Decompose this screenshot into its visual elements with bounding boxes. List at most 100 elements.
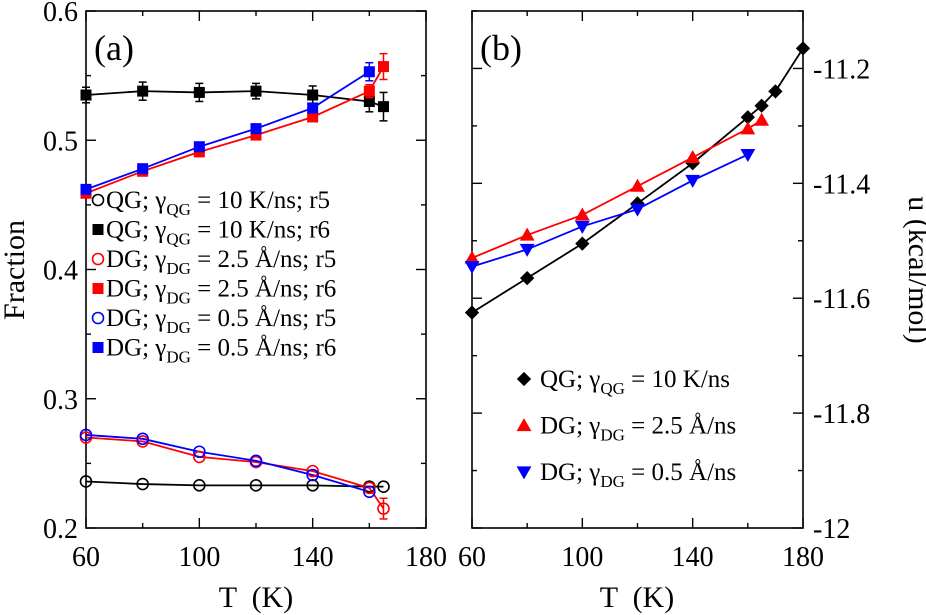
y-tick-label: 0.2	[43, 514, 78, 545]
data-point	[377, 480, 390, 493]
legend-marker	[92, 283, 104, 294]
x-tick-label: 60	[458, 542, 486, 573]
legend-label: QG; γQG = 10 K/ns	[540, 366, 730, 398]
data-point	[378, 61, 389, 73]
data-point	[464, 261, 480, 275]
series-line	[85, 434, 370, 493]
panel-a-marks	[79, 52, 390, 520]
data-point	[250, 129, 262, 141]
legend-text: DG; γ	[106, 305, 166, 332]
y-tick-label: -11.8	[813, 399, 870, 430]
y-tick-label: -11.2	[813, 54, 870, 85]
x-tick-label: 60	[72, 542, 100, 573]
panel-b-frame	[471, 10, 804, 529]
legend-text: DG; γ	[540, 413, 600, 440]
data-point	[630, 203, 645, 217]
panel-b-marks	[464, 41, 811, 320]
data-point	[740, 110, 755, 125]
y-tick-label: 0.3	[43, 385, 78, 416]
legend-label: DG; γDG = 0.5 Å/ns; r5	[106, 305, 336, 337]
panel-b-ylabel: u (kcal/mol)	[902, 196, 926, 343]
series-line	[85, 436, 385, 510]
legend-marker	[516, 371, 532, 387]
data-point	[79, 428, 93, 442]
data-point	[306, 468, 319, 482]
data-point	[754, 98, 769, 113]
legend-subscript: QG	[600, 379, 625, 398]
data-point	[377, 502, 390, 515]
series-line	[85, 70, 370, 191]
data-point	[685, 150, 701, 164]
panel-b-label: (b)	[480, 28, 522, 68]
legend-text: QG; γ	[540, 366, 600, 393]
legend-text: = 0.5 Å/ns; r6	[191, 335, 336, 362]
legend-marker	[91, 311, 105, 325]
y-tick-label: 0.6	[43, 0, 78, 28]
legend-label: QG; γQG = 10 K/ns; r5	[106, 187, 330, 219]
legend-label: QG; γQG = 10 K/ns; r6	[106, 217, 330, 249]
y-tick-label: 0.5	[43, 126, 78, 157]
data-point	[249, 479, 263, 492]
panel-a-xlabel: T (K)	[219, 581, 293, 614]
legend-label: DG; γDG = 2.5 Å/ns	[540, 413, 736, 445]
panel-b: (b) T (K) u (kcal/mol) 60 100 140 180-12 -11…	[458, 10, 926, 614]
y-tick-label: -11.6	[813, 284, 870, 315]
data-point	[250, 85, 262, 97]
y-tick-label: -12	[813, 514, 850, 545]
data-point	[740, 149, 756, 163]
legend-subscript: DG	[600, 426, 625, 445]
data-point	[363, 85, 375, 97]
y-tick-label: 0.4	[43, 256, 78, 287]
panel-b-xlabel: T (K)	[600, 581, 674, 614]
data-point	[193, 479, 206, 492]
data-point	[464, 250, 480, 264]
legend-text: DG; γ	[106, 276, 166, 303]
data-point	[193, 450, 206, 464]
legend-marker	[92, 342, 104, 353]
legend-label: DG; γDG = 2.5 Å/ns; r5	[106, 246, 336, 278]
data-point	[795, 41, 811, 56]
data-point	[363, 66, 375, 78]
data-point	[306, 464, 319, 478]
data-point	[193, 86, 205, 98]
legend-label: DG; γDG = 0.5 Å/ns; r6	[106, 335, 336, 367]
legend-text: = 10 K/ns; r6	[191, 217, 330, 244]
data-point	[307, 102, 319, 114]
data-point	[519, 227, 535, 241]
legend-marker	[516, 418, 532, 432]
legend-text: = 2.5 Å/ns; r6	[191, 276, 336, 303]
x-tick-label: 140	[672, 542, 714, 573]
legend-text: DG; γ	[540, 459, 600, 486]
legend-marker	[516, 466, 532, 480]
data-point	[250, 123, 262, 135]
data-point	[249, 454, 263, 468]
legend-subscript: DG	[166, 318, 191, 337]
legend-subscript: DG	[600, 472, 625, 491]
data-point	[768, 84, 783, 99]
legend-subscript: DG	[166, 289, 191, 308]
legend-text: DG; γ	[106, 335, 166, 362]
legend-subscript: QG	[166, 200, 191, 219]
data-point	[307, 111, 319, 123]
legend-subscript: DG	[166, 259, 191, 278]
legend-marker	[91, 252, 105, 266]
legend-label: DG; γDG = 0.5 Å/ns	[540, 459, 736, 491]
legend-text: = 0.5 Å/ns	[625, 459, 736, 486]
data-point	[137, 85, 149, 97]
data-point	[464, 305, 480, 320]
series-line	[85, 66, 385, 195]
panel-a-ylabel: Fraction	[0, 220, 31, 320]
data-point	[754, 112, 770, 126]
legend-text: = 0.5 Å/ns; r5	[191, 305, 336, 332]
data-point	[574, 207, 590, 221]
data-point	[80, 89, 92, 101]
legend-text: = 10 K/ns; r5	[191, 187, 330, 214]
data-point	[575, 236, 590, 251]
legend-subscript: QG	[166, 230, 191, 249]
data-point	[363, 481, 376, 495]
data-point	[307, 89, 319, 101]
data-point	[574, 220, 590, 234]
data-point	[137, 163, 149, 175]
